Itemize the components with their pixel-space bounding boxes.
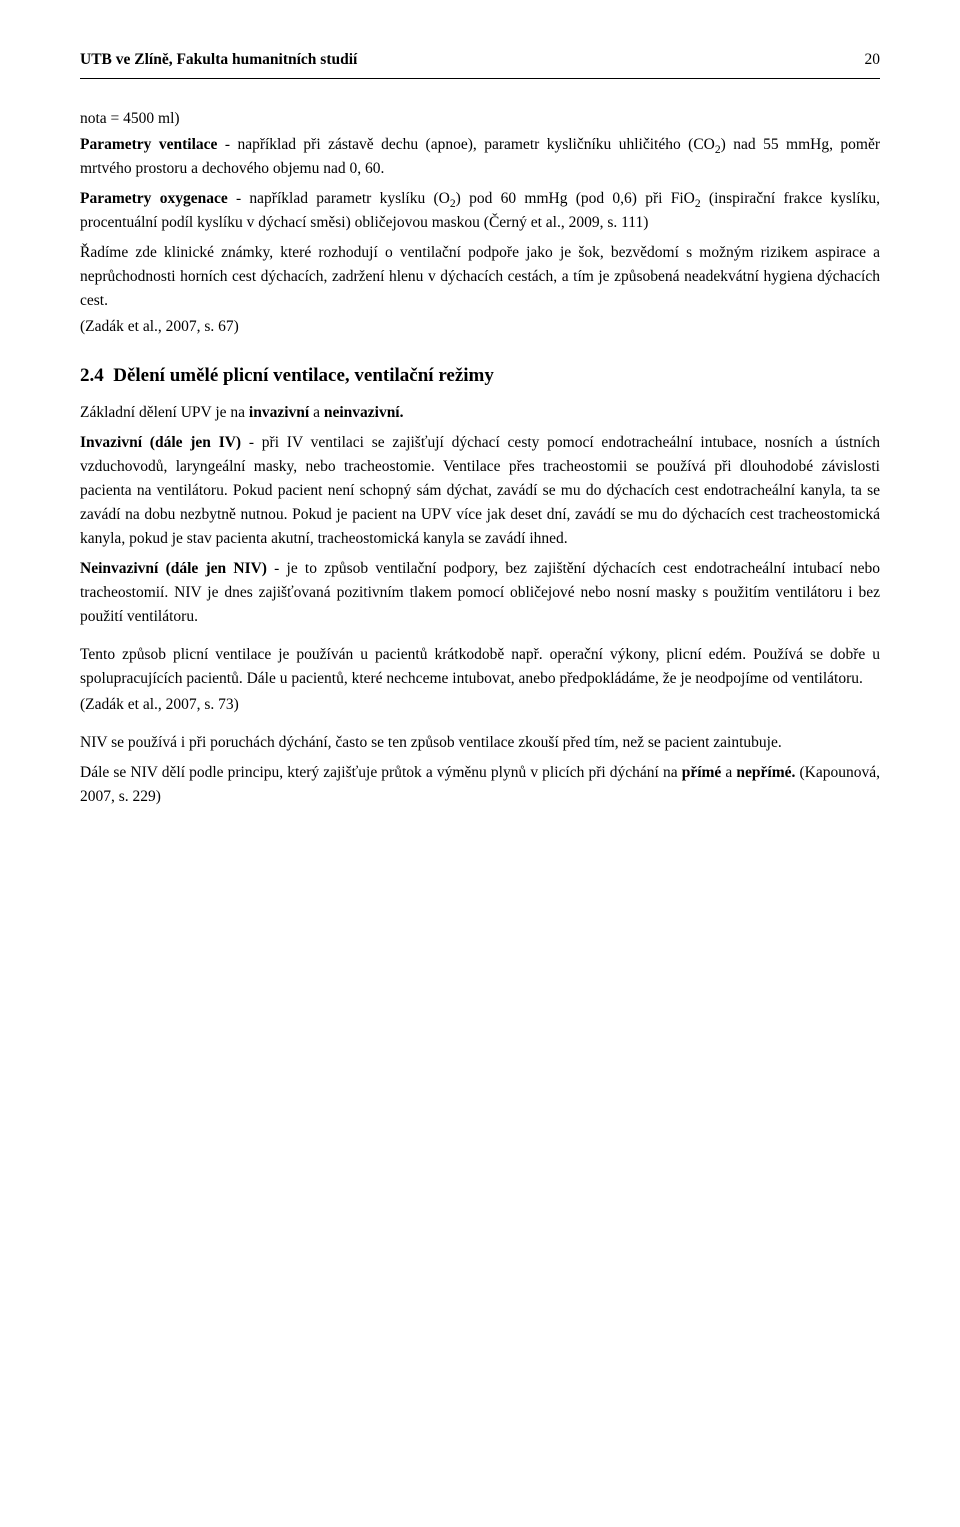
term-parametry-ventilace: Parametry ventilace — [80, 136, 217, 153]
para-zakladni-deleni: Základní dělení UPV je na invazivní a ne… — [80, 401, 880, 425]
gap — [80, 723, 880, 731]
page: UTB ve Zlíně, Fakulta humanitních studií… — [0, 0, 960, 1527]
term-prime: přímé — [682, 764, 722, 781]
text: Základní dělení UPV je na — [80, 404, 249, 421]
term-neprime: nepřímé. — [736, 764, 795, 781]
text: Dále se NIV dělí podle principu, který z… — [80, 764, 682, 781]
header-page-number: 20 — [865, 48, 881, 72]
term-invazivni: invazivní — [249, 404, 309, 421]
running-header: UTB ve Zlíně, Fakulta humanitních studií… — [80, 48, 880, 72]
header-institution: UTB ve Zlíně, Fakulta humanitních studií — [80, 48, 357, 72]
term-neinvazivni-niv: Neinvazivní (dále jen NIV) — [80, 560, 267, 577]
gap — [80, 635, 880, 643]
text: a — [721, 764, 736, 781]
para-klinicke-znamky: Řadíme zde klinické známky, které rozhod… — [80, 241, 880, 313]
header-rule — [80, 78, 880, 79]
para-niv-deleni: Dále se NIV dělí podle principu, který z… — [80, 761, 880, 809]
text: - například parametr kyslíku (O — [228, 190, 450, 207]
para-neinvazivni: Neinvazivní (dále jen NIV) - je to způso… — [80, 557, 880, 629]
para-oxygenace: Parametry oxygenace - například parametr… — [80, 187, 880, 235]
heading-title: Dělení umělé plicní ventilace, ventilačn… — [113, 365, 494, 386]
para-citation-zadak-73: (Zadák et al., 2007, s. 73) — [80, 693, 880, 717]
term-parametry-oxygenace: Parametry oxygenace — [80, 190, 228, 207]
term-invazivni-iv: Invazivní (dále jen IV) — [80, 434, 241, 451]
heading-number: 2.4 — [80, 365, 104, 386]
text: - například při zástavě dechu (apnoe), p… — [217, 136, 714, 153]
para-citation-zadak-67: (Zadák et al., 2007, s. 67) — [80, 315, 880, 339]
para-tento-zpusob: Tento způsob plicní ventilace je používá… — [80, 643, 880, 691]
para-invazivni: Invazivní (dále jen IV) - při IV ventila… — [80, 431, 880, 551]
heading-2-4: 2.4 Dělení umělé plicní ventilace, venti… — [80, 361, 880, 390]
para-ventilace: Parametry ventilace - například při zást… — [80, 133, 880, 181]
text: a — [309, 404, 324, 421]
term-neinvazivni: neinvazivní. — [324, 404, 404, 421]
para-nota: nota = 4500 ml) — [80, 107, 880, 131]
para-niv-poruchy: NIV se používá i při poruchách dýchání, … — [80, 731, 880, 755]
text: ) pod 60 mmHg (pod 0,6) při FiO — [456, 190, 695, 207]
